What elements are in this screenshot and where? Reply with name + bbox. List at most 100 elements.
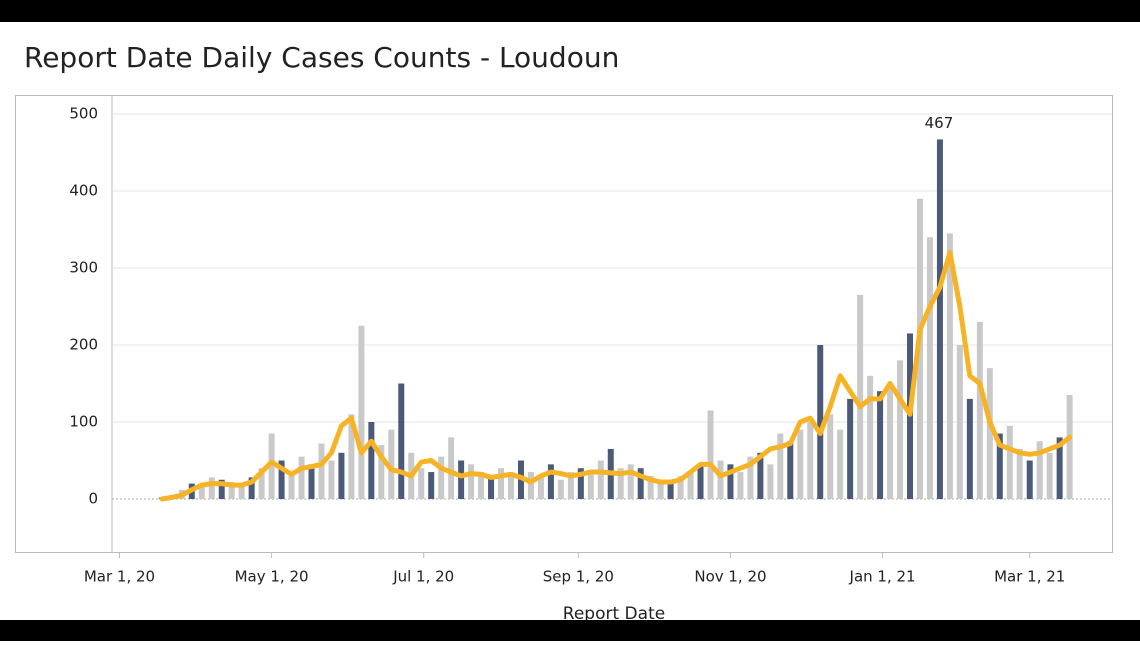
bar (547, 464, 554, 499)
bar (657, 479, 664, 499)
bar (218, 479, 225, 499)
y-tick-label: 300 (69, 259, 98, 277)
bar (936, 139, 943, 499)
bar (767, 464, 774, 499)
bar (777, 433, 784, 499)
bar (198, 485, 205, 499)
bar (438, 456, 445, 499)
x-tick-label: Sep 1, 20 (543, 568, 614, 586)
bar (857, 294, 864, 499)
bar (986, 368, 993, 499)
bar (1036, 441, 1043, 499)
bar (368, 422, 375, 499)
bar (318, 443, 325, 499)
bar (837, 429, 844, 499)
bar (1016, 448, 1023, 499)
bar (288, 475, 295, 499)
y-tick-label: 200 (69, 336, 98, 354)
bar (428, 472, 435, 499)
bar (697, 464, 704, 499)
bar (687, 472, 694, 499)
bar (817, 345, 824, 499)
bar (867, 375, 874, 499)
y-tick-label: 400 (69, 182, 98, 200)
bar (308, 464, 315, 499)
bar (807, 422, 814, 499)
bar (637, 468, 644, 499)
bar (966, 398, 973, 499)
bar (1056, 437, 1063, 499)
bar (996, 433, 1003, 499)
bar (757, 452, 764, 499)
grid: 0 100 200 300 400 500 Mar 1, 20 May 1, 20 Jul 1,… (69, 105, 1112, 586)
bar (827, 414, 834, 499)
bar (458, 460, 465, 499)
bar (747, 456, 754, 499)
bar (527, 472, 534, 499)
bar (348, 414, 355, 499)
bottom-band (0, 620, 1140, 641)
bar (208, 477, 215, 499)
bar (926, 237, 933, 499)
bar (238, 483, 245, 499)
x-tick-label: May 1, 20 (235, 568, 309, 586)
bar (278, 460, 285, 499)
bar (727, 464, 734, 499)
bar (338, 452, 345, 499)
bar (498, 468, 505, 499)
y-tick-label: 0 (88, 490, 98, 508)
chart-title: Report Date Daily Cases Counts - Loudoun (24, 41, 619, 74)
marks: 467 (158, 114, 1073, 502)
bar (488, 475, 495, 499)
bar (887, 383, 894, 499)
x-axis-title: Report Date (563, 604, 665, 624)
bar (567, 472, 574, 499)
bar (478, 472, 485, 499)
bar (667, 479, 674, 499)
plot-frame (15, 95, 1113, 553)
bar (617, 468, 624, 499)
moving-average-line (159, 250, 1073, 502)
bar (1026, 460, 1033, 499)
bar (298, 456, 305, 499)
bar (248, 477, 255, 499)
bar (956, 345, 963, 499)
bar (787, 441, 794, 499)
data-label: 467 (925, 114, 954, 132)
x-tick-label: Nov 1, 20 (694, 568, 766, 586)
bar (448, 437, 455, 499)
bar (398, 383, 405, 499)
bar (897, 360, 904, 499)
bar (557, 479, 564, 499)
bar (468, 464, 475, 499)
bar (627, 464, 634, 499)
bar (378, 445, 385, 499)
x-tick-label: Jan 1, 21 (849, 568, 916, 586)
bar (717, 460, 724, 499)
bar (537, 475, 544, 499)
bar (976, 321, 983, 499)
bar (797, 429, 804, 499)
bar (268, 433, 275, 499)
bar (877, 391, 884, 499)
top-band (0, 0, 1140, 22)
bar (946, 233, 953, 499)
bar (1066, 395, 1073, 499)
bar (677, 475, 684, 499)
bar (358, 325, 365, 499)
bar (328, 460, 335, 499)
bar (1046, 452, 1053, 499)
bar (258, 468, 265, 499)
bar (388, 429, 395, 499)
y-tick-label: 100 (69, 413, 98, 431)
bar (228, 482, 235, 499)
x-tick-label: Mar 1, 21 (994, 568, 1065, 586)
bar (847, 398, 854, 499)
bar (587, 472, 594, 499)
bar (418, 468, 425, 499)
y-tick-label: 500 (69, 105, 98, 123)
bar (508, 472, 515, 499)
bar (597, 460, 604, 499)
